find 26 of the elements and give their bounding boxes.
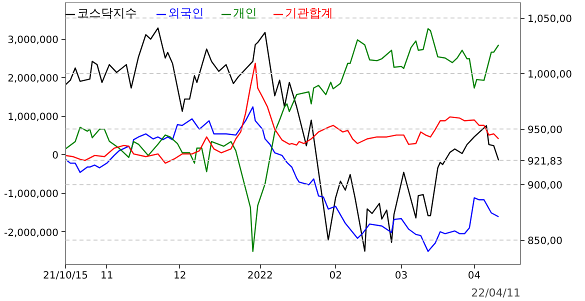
series-label: 코스닥지수 xyxy=(77,5,137,22)
y2-tick-label: 921,83 xyxy=(528,156,562,168)
y-tick-label: -2,000,000 xyxy=(4,228,59,239)
x-tick-label: 12 xyxy=(173,270,186,282)
line-series xyxy=(66,106,500,252)
legend-label: 기관합계 xyxy=(285,5,333,22)
text: 22/04/11 xyxy=(471,286,521,300)
y2-tick-label: 900,00 xyxy=(528,180,562,192)
y-tick-label: 0 xyxy=(52,150,59,162)
y-tick-label: 3,000,000 xyxy=(8,35,59,46)
legend-label: 개인 xyxy=(233,5,257,22)
y2-tick-label: 950,00 xyxy=(528,125,562,136)
y2-tick-label: 1,000,00 xyxy=(528,70,572,81)
x-tick-label: 03 xyxy=(394,270,408,282)
x-tick-label: 02 xyxy=(329,270,342,282)
legend-label: 외국인 xyxy=(168,5,204,22)
y2-tick-label: 850,00 xyxy=(528,236,562,248)
line-series xyxy=(66,62,500,164)
y-tick-label: -1,000,000 xyxy=(4,189,59,200)
x-tick-label: 04 xyxy=(468,270,481,282)
y-tick-label: 2,000,000 xyxy=(8,74,59,85)
x-tick-label: 21/10/15 xyxy=(43,270,88,282)
y2-tick-label: 1,050,00 xyxy=(528,14,572,26)
x-tick-label: 2022 xyxy=(247,270,273,282)
x-tick-label: 11 xyxy=(100,270,114,282)
y-tick-label: 1,000,000 xyxy=(8,112,59,124)
